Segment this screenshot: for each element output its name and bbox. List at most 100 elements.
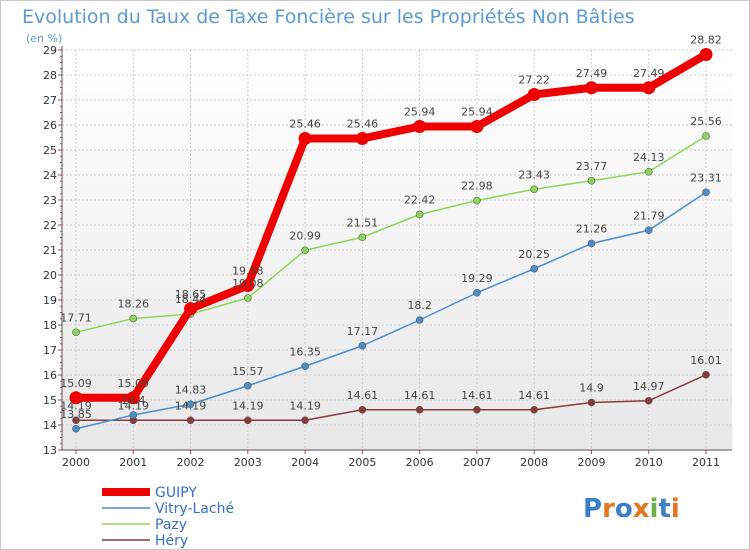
data-label-hery: 14.19 — [118, 399, 150, 412]
data-label-vitry-lache: 23.31 — [690, 171, 722, 184]
series-layer — [69, 48, 713, 433]
y-tick-label: 15 — [43, 394, 57, 407]
y-tick-label: 14 — [43, 419, 57, 432]
data-label-guipy: 25.46 — [347, 118, 379, 131]
logo-letter: o — [615, 494, 633, 524]
data-label-pazy: 22.42 — [404, 194, 436, 207]
y-tick-label: 29 — [43, 44, 57, 57]
data-point-pazy — [72, 328, 80, 337]
x-tick-label: 2008 — [520, 456, 548, 469]
series-line-vitry-lache — [75, 191, 707, 430]
y-tick-label: 13 — [43, 444, 57, 457]
y-tick-label: 16 — [43, 369, 57, 382]
data-label-guipy: 19.58 — [232, 265, 264, 278]
data-label-guipy: 28.82 — [690, 34, 722, 47]
data-point-hery — [358, 405, 367, 414]
x-tick-label: 2007 — [463, 456, 491, 469]
data-point-vitry-lache — [72, 424, 80, 433]
data-point-pazy — [587, 176, 596, 185]
data-label-hery: 14.19 — [175, 399, 207, 412]
data-point-vitry-lache — [186, 400, 195, 409]
data-label-hery: 14.61 — [347, 389, 379, 402]
data-label-hery: 14.19 — [60, 399, 92, 412]
data-point-guipy — [69, 391, 83, 405]
data-point-pazy — [530, 185, 538, 194]
data-label-guipy: 25.94 — [461, 106, 493, 119]
data-label-hery: 16.01 — [690, 354, 722, 367]
chart-title: Evolution du Taux de Taxe Foncière sur l… — [22, 6, 635, 28]
y-tick-label: 23 — [43, 194, 57, 207]
data-label-vitry-lache: 16.35 — [289, 345, 321, 358]
data-point-hery — [644, 396, 653, 405]
data-label-vitry-lache: 21.79 — [633, 209, 665, 222]
series-line-hery — [76, 374, 707, 421]
x-tick-label: 2010 — [635, 456, 663, 469]
data-point-vitry-lache — [530, 264, 538, 273]
data-label-hery: 14.19 — [289, 399, 321, 412]
data-point-guipy — [241, 279, 255, 292]
data-label-vitry-lache: 17.17 — [347, 325, 379, 338]
data-point-hery — [244, 416, 252, 425]
y-tick-label: 26 — [43, 119, 57, 132]
data-point-vitry-lache — [702, 188, 710, 197]
data-label-vitry-lache: 14.4 — [121, 394, 146, 407]
x-tick-label: 2000 — [62, 456, 90, 469]
data-label-pazy: 18.44 — [175, 293, 207, 306]
y-tick-label: 17 — [43, 344, 57, 357]
data-point-pazy — [473, 196, 481, 205]
y-tick-label: 25 — [43, 144, 57, 157]
grid-layer — [62, 49, 732, 451]
data-point-hery — [72, 416, 80, 425]
logo-letter: r — [602, 494, 615, 524]
data-point-vitry-lache — [415, 316, 424, 324]
data-point-vitry-lache — [244, 381, 252, 390]
data-point-vitry-lache — [129, 411, 138, 419]
data-point-hery — [473, 405, 481, 414]
y-tick-label: 21 — [43, 244, 57, 257]
x-tick-label: 2005 — [348, 456, 376, 469]
data-label-pazy: 20.99 — [289, 229, 321, 242]
data-label-hery: 14.97 — [633, 380, 665, 393]
data-label-guipy: 18.65 — [175, 288, 207, 301]
logo-letter: P — [583, 494, 602, 524]
data-point-guipy — [527, 88, 541, 101]
data-label-vitry-lache: 21.26 — [576, 223, 608, 236]
data-point-pazy — [301, 246, 309, 255]
x-tick-label: 2011 — [692, 456, 720, 469]
data-label-pazy: 21.51 — [347, 216, 379, 229]
data-label-pazy: 22.98 — [461, 180, 493, 193]
data-label-pazy: 18.26 — [118, 298, 150, 311]
data-point-vitry-lache — [358, 341, 367, 350]
y-tick-label: 22 — [43, 219, 57, 232]
data-label-guipy: 27.49 — [633, 67, 665, 80]
data-point-guipy — [642, 81, 656, 95]
legend-label-pazy: Pazy — [155, 517, 187, 533]
data-label-vitry-lache: 20.25 — [518, 248, 550, 261]
data-point-guipy — [184, 302, 198, 316]
y-tick-label: 19 — [43, 294, 57, 307]
data-label-hery: 14.9 — [579, 382, 604, 395]
data-point-pazy — [244, 294, 252, 302]
y-tick-label: 18 — [43, 319, 57, 332]
x-tick-label: 2004 — [291, 456, 319, 469]
series-line-guipy — [76, 51, 709, 402]
data-point-guipy — [298, 132, 312, 145]
chart-subtitle: (en %) — [26, 32, 62, 45]
data-label-guipy: 27.49 — [576, 67, 608, 80]
data-point-hery — [186, 416, 195, 425]
data-point-pazy — [702, 132, 710, 140]
data-label-vitry-lache: 14.83 — [175, 383, 207, 396]
data-point-hery — [415, 405, 424, 414]
logo-letter: i — [650, 494, 659, 524]
data-point-guipy — [699, 48, 713, 61]
data-label-vitry-lache: 19.29 — [461, 272, 493, 285]
data-point-pazy — [129, 314, 138, 323]
data-label-vitry-lache: 18.2 — [407, 299, 432, 312]
logo-letter: i — [671, 494, 680, 524]
x-tick-label: 2003 — [234, 456, 262, 469]
data-point-hery — [301, 416, 309, 425]
data-point-vitry-lache — [587, 239, 596, 248]
data-label-guipy: 25.46 — [289, 118, 321, 131]
y-tick-label: 28 — [43, 69, 57, 82]
